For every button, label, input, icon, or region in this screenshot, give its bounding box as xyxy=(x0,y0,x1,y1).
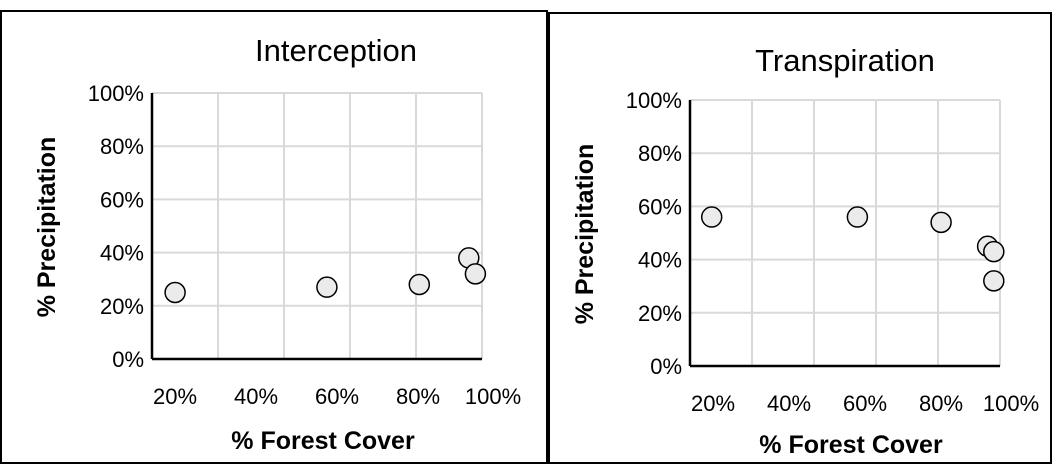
y-tick-label: 40% xyxy=(100,241,144,266)
chart-title: Transpiration xyxy=(755,43,935,78)
x-tick-label: 80% xyxy=(919,391,963,416)
y-tick-label: 100% xyxy=(626,88,682,113)
x-tick-label: 20% xyxy=(691,391,735,416)
y-tick-label: 20% xyxy=(100,294,144,319)
x-tick-label: 60% xyxy=(315,384,359,409)
y-axis-label: % Precipitation xyxy=(33,137,61,318)
data-point xyxy=(408,273,431,296)
y-tick-label: 20% xyxy=(638,301,682,326)
chart-border xyxy=(0,10,548,464)
data-point xyxy=(700,206,723,228)
data-point xyxy=(930,211,952,234)
x-tick-label: 40% xyxy=(234,384,278,409)
data-point xyxy=(983,240,1005,263)
x-tick-label: 80% xyxy=(396,384,440,409)
chart-panel-2: 0% 20% 40% 60% 80% 100% 20% 40% 60% 80% 100% Transp… xyxy=(548,12,1052,464)
x-tick-label: 20% xyxy=(153,384,197,409)
data-point xyxy=(983,270,1005,292)
data-point xyxy=(316,276,338,298)
chart-panel-1: 0% 20% 40% 60% 80% 100% 20% 40% 60% 80% 100% Interc… xyxy=(0,10,548,464)
y-tick-label: 40% xyxy=(638,248,682,273)
x-tick-label: 100% xyxy=(465,384,521,409)
x-tick-label: 40% xyxy=(767,391,811,416)
y-tick-label: 80% xyxy=(638,141,682,166)
x-axis-label: % Forest Cover xyxy=(231,427,415,455)
y-tick-label: 0% xyxy=(112,347,144,372)
x-axis-label: % Forest Cover xyxy=(759,431,943,459)
y-tick-label: 100% xyxy=(88,81,144,106)
chart-border xyxy=(548,12,1052,464)
chart-title: Interception xyxy=(255,33,417,68)
y-tick-label: 0% xyxy=(650,354,682,379)
y-tick-label: 60% xyxy=(638,194,682,219)
data-point xyxy=(846,206,869,228)
data-point xyxy=(464,263,487,285)
data-point xyxy=(164,281,186,304)
x-tick-label: 60% xyxy=(843,391,887,416)
y-tick-label: 60% xyxy=(100,187,144,212)
x-tick-label: 100% xyxy=(983,391,1039,416)
y-axis-label: % Precipitation xyxy=(571,144,599,325)
y-tick-label: 80% xyxy=(100,134,144,159)
